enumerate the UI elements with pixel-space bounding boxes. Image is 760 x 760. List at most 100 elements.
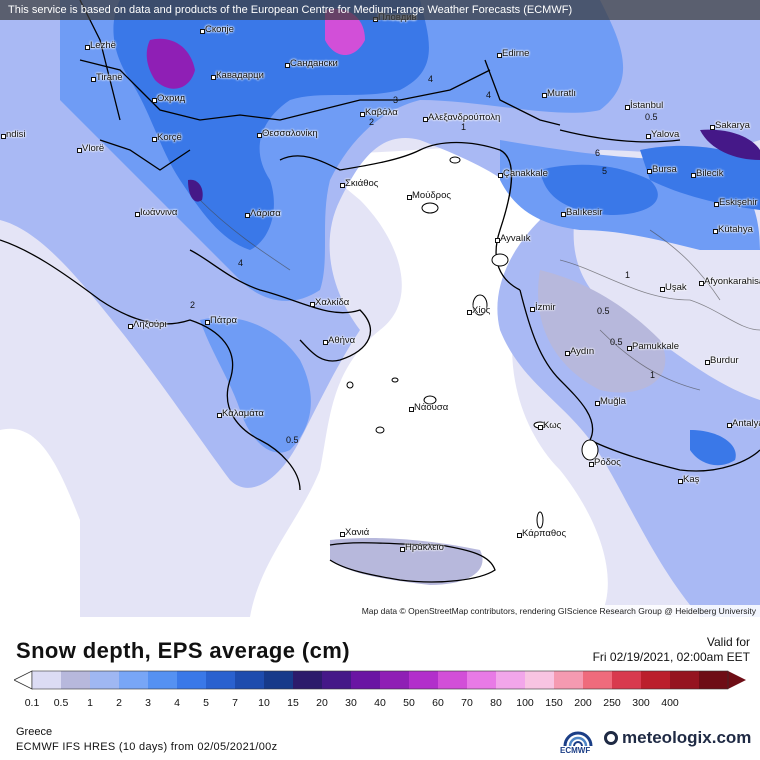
meteologix-brand[interactable]: meteologix.com — [604, 728, 751, 748]
city-label: Muratlı — [541, 88, 577, 99]
scale-color-box — [235, 671, 264, 689]
city-label: Pamukkale — [627, 341, 679, 352]
contour-label: 5 — [602, 166, 608, 176]
legend-title: Snow depth, EPS average (cm) — [16, 638, 350, 663]
scale-color-box — [293, 671, 322, 689]
city-label: Σκιάθος — [339, 178, 379, 189]
city-label: Θεσσαλονίκη — [257, 128, 318, 139]
city-label: İzmir — [530, 302, 556, 313]
city-label: Χαλκίδα — [309, 297, 350, 308]
city-label: Ληξούρι — [128, 319, 167, 330]
region-label: Greece — [16, 726, 53, 738]
ecmwf-logo-text: ECMWF — [560, 746, 591, 755]
city-label: Tiranë — [91, 72, 123, 83]
scale-color-box — [554, 671, 583, 689]
contour-label: 0.5 — [286, 435, 299, 445]
city-label: Uşak — [660, 282, 687, 293]
city-label: Καλαμάτα — [217, 408, 264, 419]
scale-color-box — [264, 671, 293, 689]
city-label: Охрид — [151, 93, 186, 104]
map-canvas — [0, 0, 760, 617]
scale-color-box — [525, 671, 554, 689]
scale-color-box — [583, 671, 612, 689]
city-label: Λάρισα — [245, 208, 281, 219]
contour-label: 4 — [238, 258, 244, 268]
scale-color-box — [612, 671, 641, 689]
city-label: Korçë — [152, 132, 182, 143]
city-label: Αθήνα — [322, 335, 356, 346]
city-label: Πάτρα — [204, 315, 238, 326]
scale-tick-label: 40 — [374, 697, 386, 709]
scale-color-box — [206, 671, 235, 689]
city-label: Kaş — [677, 474, 700, 485]
scale-color-box — [351, 671, 380, 689]
city-label: Sakarya — [710, 120, 750, 131]
city-label: Vlorë — [76, 143, 105, 154]
scale-min-arrow — [14, 670, 33, 690]
snow-depth-map[interactable]: This service is based on data and produc… — [0, 0, 760, 617]
city-label: Lezhë — [85, 40, 116, 51]
city-label: Balıkesir — [560, 207, 603, 218]
scale-tick-label: 50 — [403, 697, 415, 709]
scale-color-box — [119, 671, 148, 689]
scale-color-box — [380, 671, 409, 689]
ecmwf-notice-banner: This service is based on data and produc… — [0, 0, 760, 20]
scale-tick-label: 1 — [87, 697, 93, 709]
model-run-label: ECMWF IFS HRES (10 days) from 02/05/2021… — [16, 741, 278, 753]
scale-color-box — [177, 671, 206, 689]
contour-label: 1 — [461, 122, 467, 132]
scale-tick-label: 100 — [516, 697, 534, 709]
scale-tick-label: 80 — [490, 697, 502, 709]
map-attribution[interactable]: Map data © OpenStreetMap contributors, r… — [357, 605, 760, 617]
scale-color-box — [409, 671, 438, 689]
city-label: Bursa — [647, 164, 677, 175]
scale-max-arrow — [728, 671, 746, 689]
contour-label: 1 — [625, 270, 631, 280]
contour-label: 0.5 — [610, 337, 623, 347]
scale-outline — [31, 670, 729, 690]
contour-label: 6 — [595, 148, 601, 158]
city-label: Bilecik — [690, 168, 724, 179]
brand-text: meteologix.com — [622, 728, 752, 747]
city-label: Muğla — [595, 396, 626, 407]
city-label: Ιωάννινα — [134, 207, 178, 218]
scale-tick-label: 250 — [603, 697, 621, 709]
city-label: Afyonkarahisar — [698, 276, 760, 287]
city-label: Eskişehir — [714, 197, 758, 208]
ecmwf-logo-icon — [563, 731, 593, 747]
city-label: Burdur — [705, 355, 739, 366]
scale-tick-label: 150 — [545, 697, 563, 709]
scale-tick-label: 7 — [232, 697, 238, 709]
color-scale-bar — [14, 670, 746, 690]
scale-tick-label: 4 — [174, 697, 180, 709]
city-label: Καβάλα — [360, 107, 398, 118]
scale-color-box — [438, 671, 467, 689]
city-label: Кавадарци — [211, 70, 264, 81]
city-label: Ayvalık — [494, 233, 531, 244]
city-label: Κάρπαθος — [516, 528, 567, 539]
scale-tick-label: 3 — [145, 697, 151, 709]
city-label: Yalova — [645, 129, 680, 140]
contour-label: 1 — [650, 370, 656, 380]
city-label: İstanbul — [624, 100, 664, 111]
contour-label: 4 — [428, 74, 434, 84]
scale-color-box — [322, 671, 351, 689]
valid-label: Valid for — [706, 635, 750, 649]
scale-color-box — [61, 671, 90, 689]
city-label: Çanakkale — [498, 168, 548, 179]
contour-label: 2 — [190, 300, 196, 310]
scale-color-box — [699, 671, 728, 689]
scale-tick-label: 0.1 — [24, 697, 40, 709]
scale-color-box — [467, 671, 496, 689]
scale-tick-label: 0.5 — [53, 697, 69, 709]
scale-tick-label: 10 — [258, 697, 270, 709]
contour-label: 2 — [369, 117, 375, 127]
scale-tick-label: 400 — [661, 697, 679, 709]
scale-color-box — [90, 671, 119, 689]
contour-label: 4 — [486, 90, 492, 100]
contour-label: 0.5 — [597, 306, 610, 316]
scale-tick-label: 15 — [287, 697, 299, 709]
scale-color-box — [641, 671, 670, 689]
scale-tick-label: 300 — [632, 697, 650, 709]
city-label: ndisi — [1, 129, 26, 140]
